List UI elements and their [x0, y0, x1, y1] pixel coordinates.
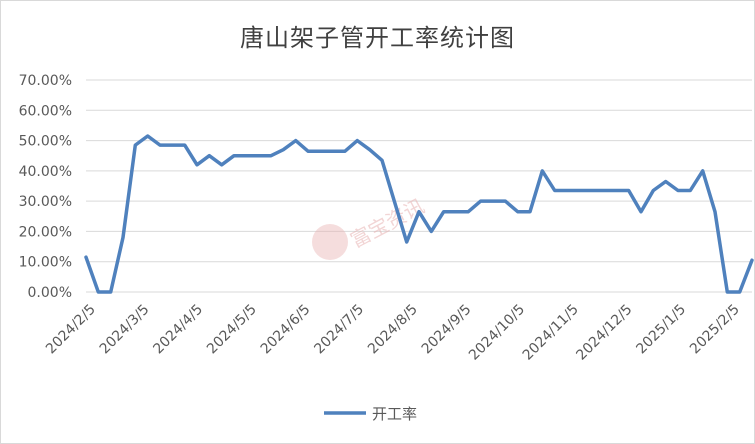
legend: 开工率 — [324, 405, 417, 423]
y-tick-label: 20.00% — [19, 224, 72, 240]
x-tick-label: 2024/5/5 — [204, 302, 260, 358]
x-tick-label: 2024/9/5 — [419, 302, 475, 358]
x-tick-label: 2024/8/5 — [365, 302, 421, 358]
gridlines — [86, 79, 752, 293]
y-tick-label: 70.00% — [19, 73, 72, 89]
y-tick-label: 50.00% — [19, 134, 72, 150]
legend-label: 开工率 — [372, 405, 417, 423]
x-tick-label: 2024/11/5 — [520, 302, 582, 364]
x-tick-label: 2024/4/5 — [150, 302, 206, 358]
watermark-logo-icon — [312, 224, 348, 260]
x-tick-label: 2024/7/5 — [311, 302, 367, 358]
chart-title: 唐山架子管开工率统计图 — [240, 24, 515, 52]
x-tick-label: 2025/1/5 — [633, 302, 689, 358]
y-tick-label: 10.00% — [19, 255, 72, 271]
x-tick-label: 2024/6/5 — [258, 302, 314, 358]
x-tick-label: 2024/2/5 — [43, 302, 99, 358]
watermark: 富宝资讯 — [312, 194, 428, 260]
series-line — [84, 134, 754, 294]
y-tick-label: 0.00% — [28, 285, 72, 301]
x-tick-label: 2025/2/5 — [687, 302, 743, 358]
x-axis-ticks: 2024/2/52024/3/52024/4/52024/5/52024/6/5… — [43, 302, 743, 364]
y-tick-label: 30.00% — [19, 194, 72, 210]
y-tick-label: 40.00% — [19, 164, 72, 180]
x-tick-label: 2024/3/5 — [97, 302, 153, 358]
y-tick-label: 60.00% — [19, 103, 72, 119]
x-tick-label: 2024/10/5 — [466, 302, 528, 364]
y-axis-ticks: 0.00% 10.00% 20.00% 30.00% 40.00% 50.00% 60.00… — [19, 73, 72, 301]
x-tick-label: 2024/12/5 — [573, 302, 635, 364]
series-group — [84, 134, 754, 294]
